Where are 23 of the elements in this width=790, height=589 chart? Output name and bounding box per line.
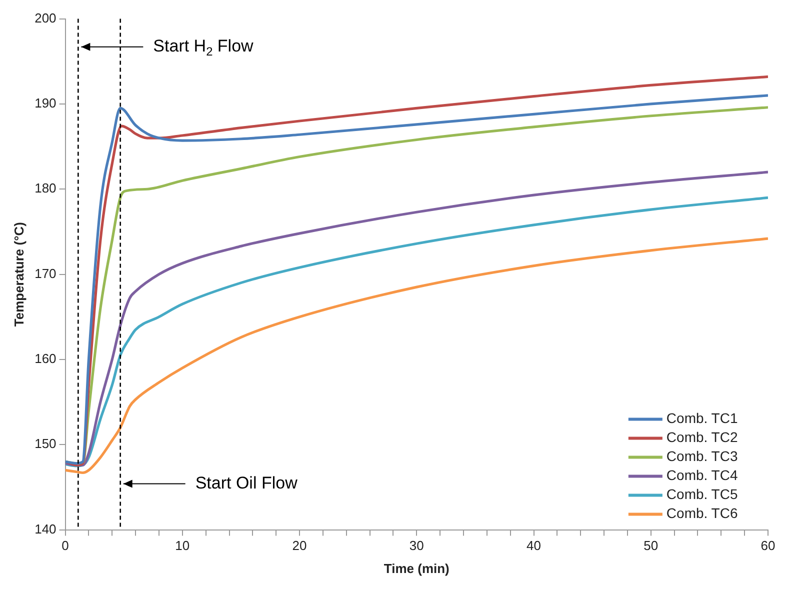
- y-tick-label: 170: [34, 266, 56, 281]
- y-tick-label: 180: [34, 180, 56, 196]
- legend-label: Comb. TC1: [666, 410, 738, 426]
- y-tick-label: 140: [34, 521, 56, 536]
- y-tick-label: 190: [34, 96, 56, 111]
- x-tick-label: 30: [409, 538, 424, 554]
- x-tick-label: 0: [62, 538, 69, 554]
- y-tick-label: 160: [34, 351, 56, 366]
- legend-label: Comb. TC2: [666, 429, 738, 446]
- x-tick-label: 50: [644, 538, 658, 554]
- legend-label: Comb. TC6: [666, 505, 738, 522]
- x-tick-label: 10: [175, 538, 190, 554]
- legend-label: Comb. TC3: [666, 448, 738, 464]
- ref-line-label: Start Oil Flow: [195, 473, 298, 492]
- y-tick-label: 150: [34, 436, 56, 452]
- x-tick-label: 60: [760, 538, 776, 554]
- legend-label: Comb. TC4: [666, 467, 738, 484]
- x-tick-label: 20: [292, 538, 307, 554]
- x-axis-title: Time (min): [384, 560, 450, 576]
- legend-label: Comb. TC5: [666, 486, 738, 502]
- y-axis-title: Temperature (°C): [11, 222, 26, 327]
- y-tick-label: 200: [34, 10, 56, 26]
- x-tick-label: 40: [526, 538, 541, 554]
